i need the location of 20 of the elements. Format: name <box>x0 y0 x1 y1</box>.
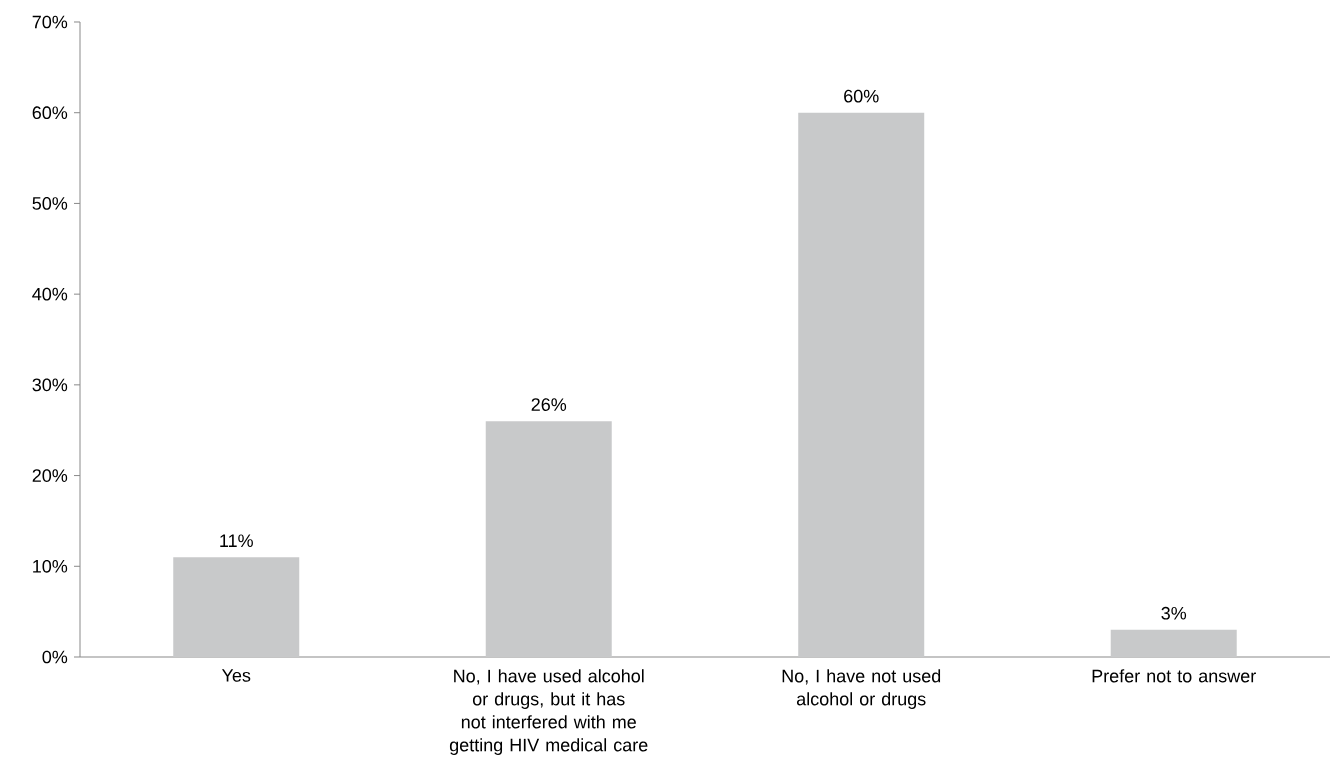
x-tick-label: No, I have not used alcohol or drugs <box>782 669 941 709</box>
x-tick-label: No, I have used alcohol or drugs, but it has not interfered with me getting HIV medical care <box>449 669 648 755</box>
data-label: 60% <box>844 89 879 103</box>
data-label: 26% <box>531 398 567 411</box>
y-tick-label: 0% <box>42 650 68 664</box>
bar <box>1110 629 1237 657</box>
y-tick-label: 50% <box>32 197 68 210</box>
bar <box>798 112 925 657</box>
y-tick-label: 30% <box>32 378 68 392</box>
data-label: 3% <box>1161 606 1187 620</box>
y-tick-label: 40% <box>32 287 68 301</box>
x-tick-label: Prefer not to answer <box>1092 669 1256 683</box>
x-tick-label: Yes <box>221 669 251 682</box>
bar <box>485 421 612 657</box>
bar <box>173 557 300 657</box>
y-tick-label: 20% <box>32 469 68 482</box>
y-tick-label: 10% <box>33 559 68 573</box>
y-tick-label: 60% <box>32 106 68 120</box>
y-tick-label: 70% <box>32 15 68 29</box>
data-label: 11% <box>220 534 253 548</box>
